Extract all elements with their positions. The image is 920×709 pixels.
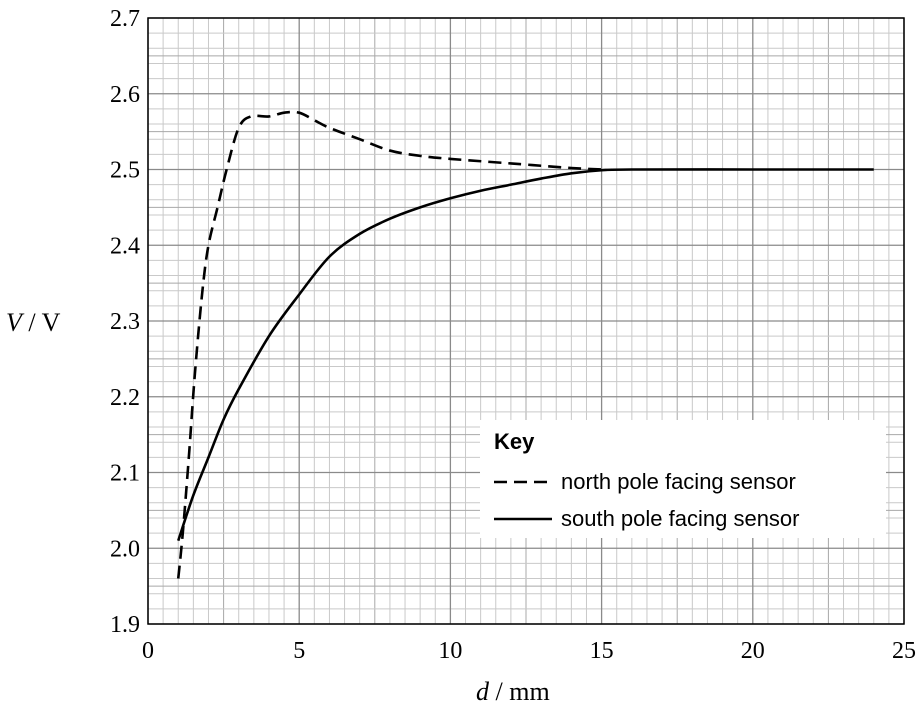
x-axis-label: d / mm bbox=[476, 677, 550, 706]
x-axis-var: d bbox=[476, 677, 490, 706]
x-axis-unit: mm bbox=[509, 677, 549, 706]
plot-frame bbox=[147, 17, 905, 625]
y-axis-var: V bbox=[6, 308, 25, 337]
y-tick-label: 2.1 bbox=[110, 461, 140, 487]
y-tick-labels: 1.9 2.0 2.1 2.2 2.3 2.4 2.5 2.6 2.7 bbox=[110, 6, 140, 638]
y-tick-label: 2.2 bbox=[110, 385, 140, 411]
series-south-pole-line bbox=[177, 168, 874, 542]
y-tick-label: 2.5 bbox=[110, 158, 140, 184]
x-tick-label: 20 bbox=[741, 638, 765, 664]
x-tick-label: 5 bbox=[293, 638, 305, 664]
y-tick-label: 2.4 bbox=[110, 233, 140, 259]
x-axis-sep: / bbox=[489, 677, 509, 706]
x-tick-label: 0 bbox=[142, 638, 154, 664]
y-tick-label: 2.0 bbox=[110, 536, 140, 562]
y-tick-label: 2.7 bbox=[110, 6, 140, 32]
legend-title: Key bbox=[494, 429, 535, 454]
legend-label-south: south pole facing sensor bbox=[561, 506, 800, 531]
legend: Key north pole facing sensor south pole … bbox=[480, 420, 886, 538]
y-axis-unit: V bbox=[42, 308, 61, 337]
x-tick-label: 25 bbox=[892, 638, 916, 664]
x-tick-labels: 0 5 10 15 20 25 bbox=[142, 638, 916, 664]
y-axis-label: V / V bbox=[6, 308, 61, 337]
series-layer bbox=[176, 110, 874, 579]
legend-label-north: north pole facing sensor bbox=[561, 469, 796, 494]
y-axis-sep: / bbox=[22, 308, 42, 337]
y-tick-label: 2.6 bbox=[110, 82, 140, 108]
x-tick-label: 15 bbox=[590, 638, 614, 664]
x-tick-label: 10 bbox=[438, 638, 462, 664]
series-north-pole-line bbox=[176, 110, 602, 579]
y-tick-label: 2.3 bbox=[110, 309, 140, 335]
y-tick-label: 1.9 bbox=[110, 612, 140, 638]
